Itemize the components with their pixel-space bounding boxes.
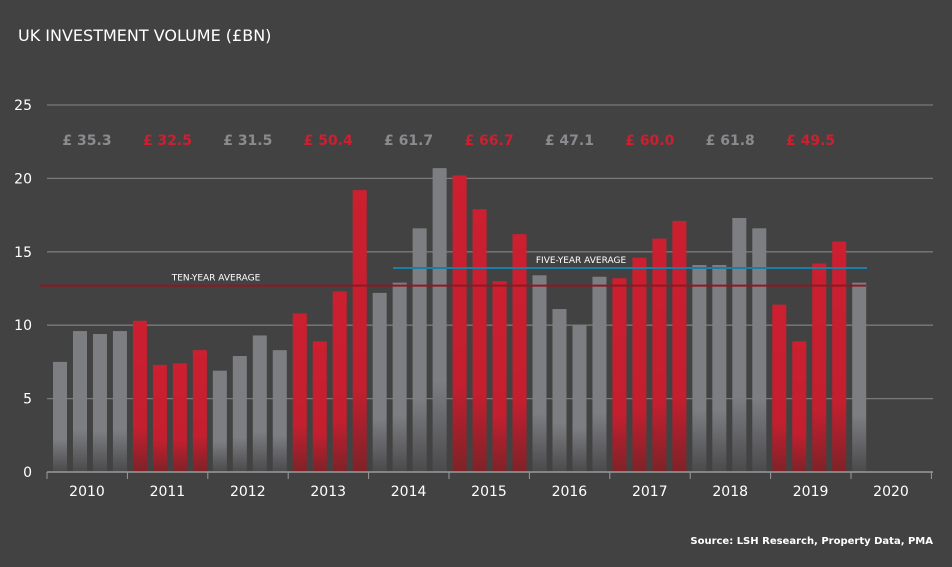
bar-2019	[832, 241, 847, 472]
y-tick-label: 10	[14, 318, 32, 334]
bar-2015	[492, 281, 507, 472]
bar-2014	[412, 228, 427, 472]
bar-2016	[552, 309, 567, 472]
bar-2013	[332, 291, 347, 472]
annual-total: £ 49.5	[786, 133, 835, 149]
x-tick-label: 2010	[69, 484, 105, 500]
bar-2010	[72, 331, 87, 472]
bar-2017	[652, 238, 667, 472]
five-year-average-label: FIVE-YEAR AVERAGE	[536, 256, 627, 266]
annual-total: £ 66.7	[464, 133, 513, 149]
bar-2010	[92, 334, 107, 472]
bar-2013	[312, 341, 327, 472]
annual-total: £ 31.5	[223, 133, 272, 149]
chart-title: UK INVESTMENT VOLUME (£BN)	[18, 26, 271, 45]
bar-2016	[572, 325, 587, 472]
x-tick-label: 2011	[150, 484, 186, 500]
x-tick-label: 2014	[391, 484, 427, 500]
x-tick-label: 2015	[471, 484, 507, 500]
bar-2015	[472, 209, 487, 472]
annual-total: £ 50.4	[304, 133, 353, 149]
bar-2019	[772, 304, 787, 472]
annual-total: £ 60.0	[625, 133, 674, 149]
annual-total: £ 61.8	[706, 133, 755, 149]
x-tick-label: 2016	[552, 484, 588, 500]
bar-2011	[132, 320, 147, 472]
bar-2011	[172, 363, 187, 472]
x-tick-label: 2013	[310, 484, 346, 500]
ten-year-average-label: TEN-YEAR AVERAGE	[171, 274, 261, 284]
bar-2012	[232, 356, 247, 472]
bar-2020	[852, 282, 867, 472]
source-note: Source: LSH Research, Property Data, PMA	[690, 536, 933, 547]
bar-2015	[452, 175, 467, 473]
bar-2014	[372, 292, 387, 472]
x-tick-label: 2019	[793, 484, 829, 500]
x-tick-label: 2012	[230, 484, 266, 500]
bar-2013	[292, 313, 307, 472]
bar-2019	[812, 263, 827, 472]
bar-2018	[732, 218, 747, 472]
bar-2010	[53, 361, 67, 472]
y-tick-label: 5	[23, 392, 32, 408]
y-tick-label: 15	[14, 245, 32, 261]
x-tick-label: 2018	[712, 484, 748, 500]
bar-2017	[632, 257, 647, 472]
bar-2018	[712, 265, 727, 472]
bar-2016	[592, 276, 607, 472]
bar-2012	[272, 350, 287, 472]
bar-2011	[192, 350, 207, 472]
y-tick-label: 25	[14, 98, 32, 114]
bar-2016	[532, 275, 547, 472]
x-tick-label: 2020	[873, 484, 909, 500]
annual-total: £ 61.7	[384, 133, 433, 149]
bar-2012	[252, 335, 267, 472]
annual-total: £ 47.1	[545, 133, 594, 149]
bar-2015	[512, 234, 527, 472]
bar-2011	[152, 364, 167, 472]
bar-2012	[212, 370, 227, 472]
x-tick-label: 2017	[632, 484, 668, 500]
bar-2014	[392, 282, 407, 472]
bar-2019	[792, 341, 807, 472]
bar-2014	[432, 168, 447, 472]
bar-2013	[352, 190, 367, 473]
bar-2017	[672, 220, 687, 472]
bar-2018	[752, 228, 767, 472]
bar-2017	[612, 278, 627, 472]
y-tick-label: 20	[14, 171, 32, 187]
annual-total: £ 32.5	[143, 133, 192, 149]
y-tick-label: 0	[23, 465, 32, 481]
annual-total: £ 35.3	[62, 133, 111, 149]
bar-2010	[112, 331, 127, 472]
bar-2018	[692, 265, 707, 472]
